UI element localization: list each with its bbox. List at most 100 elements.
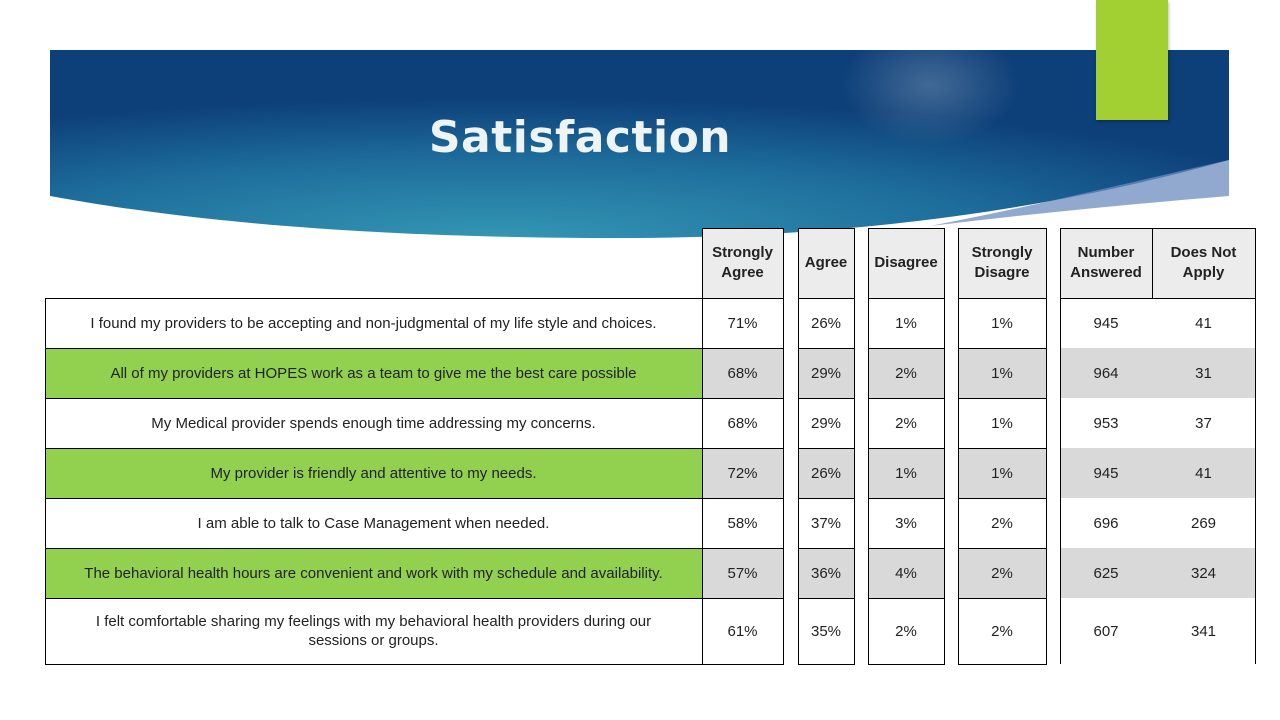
question-cell: The behavioral health hours are convenie… (84, 564, 663, 582)
table-gridline (854, 228, 855, 664)
table-gridline (1046, 228, 1047, 664)
table-gridline (798, 598, 855, 599)
does-not-apply-value: 324 (1190, 564, 1217, 582)
strongly-disagree-value: 2% (991, 564, 1013, 582)
agree-value: 35% (810, 622, 842, 640)
table-gridline (868, 548, 945, 549)
table-gridline (702, 598, 784, 599)
agree-value: 29% (810, 414, 842, 432)
table-gridline (868, 298, 945, 299)
table-gridline (958, 298, 1047, 299)
does-not-apply-value: 31 (1195, 364, 1212, 382)
table-gridline (783, 228, 784, 664)
disagree-value: 2% (895, 622, 917, 640)
number-answered-value: 607 (1093, 622, 1119, 640)
cell-shade (958, 348, 1046, 398)
does-not-apply-value: 341 (1190, 622, 1217, 640)
number-answered-value: 945 (1093, 314, 1119, 332)
table-gridline (798, 398, 855, 399)
cell-shade (1060, 548, 1255, 598)
table-gridline (868, 228, 869, 664)
disagree-value: 1% (895, 314, 917, 332)
table-gridline (868, 228, 945, 229)
strongly-agree-value: 58% (727, 514, 758, 532)
page-title: Satisfaction (428, 112, 732, 163)
table-gridline (45, 664, 703, 665)
question-cell: My Medical provider spends enough time a… (151, 414, 596, 432)
table-gridline (958, 548, 1047, 549)
strongly-disagree-value: 1% (991, 464, 1013, 482)
table-gridline (45, 498, 703, 499)
table-gridline (45, 448, 703, 449)
column-header-strongly-agree: Strongly Agree (702, 228, 783, 298)
table-gridline (702, 348, 784, 349)
cell-shade (702, 548, 783, 598)
table-gridline (1255, 228, 1256, 664)
cell-shade (798, 348, 854, 398)
number-answered-value: 964 (1093, 364, 1119, 382)
accent-block (1096, 0, 1168, 120)
row-highlight (45, 448, 702, 498)
strongly-agree-value: 71% (727, 314, 758, 332)
number-answered-value: 953 (1093, 414, 1119, 432)
table-gridline (868, 398, 945, 399)
table-gridline (958, 498, 1047, 499)
strongly-disagree-value: 2% (991, 622, 1013, 640)
column-header-agree: Agree (798, 228, 854, 298)
cell-shade (1060, 448, 1255, 498)
cell-shade (798, 448, 854, 498)
strongly-disagree-value: 1% (991, 364, 1013, 382)
cell-shade (702, 448, 783, 498)
strongly-disagree-value: 1% (991, 314, 1013, 332)
table-gridline (958, 228, 1047, 229)
table-gridline (958, 448, 1047, 449)
does-not-apply-value: 37 (1195, 414, 1212, 432)
cell-shade (868, 548, 944, 598)
agree-value: 29% (810, 364, 842, 382)
strongly-agree-value: 61% (727, 622, 758, 640)
question-cell: I felt comfortable sharing my feelings w… (95, 613, 652, 649)
number-answered-value: 696 (1093, 514, 1119, 532)
row-highlight (45, 348, 702, 398)
table-gridline (958, 348, 1047, 349)
table-gridline (798, 448, 855, 449)
row-highlight (45, 548, 702, 598)
table-gridline (958, 598, 1047, 599)
table-gridline (702, 298, 784, 299)
agree-value: 26% (810, 464, 842, 482)
cell-shade (868, 348, 944, 398)
table-gridline (798, 548, 855, 549)
cell-shade (958, 548, 1046, 598)
table-gridline (958, 228, 959, 664)
title-banner (50, 25, 1229, 238)
cell-shade (798, 548, 854, 598)
table-gridline (45, 348, 703, 349)
number-answered-value: 625 (1093, 564, 1119, 582)
table-gridline (798, 498, 855, 499)
strongly-disagree-value: 2% (991, 514, 1013, 532)
cell-shade (958, 448, 1046, 498)
agree-value: 37% (810, 514, 842, 532)
does-not-apply-value: 41 (1195, 314, 1212, 332)
table-gridline (1060, 228, 1061, 664)
table-gridline (868, 498, 945, 499)
table-gridline (702, 548, 784, 549)
agree-value: 26% (810, 314, 842, 332)
table-gridline (868, 664, 945, 665)
strongly-agree-value: 68% (727, 364, 758, 382)
table-gridline (868, 348, 945, 349)
table-gridline (702, 228, 784, 229)
column-header-does-not-apply: Does Not Apply (1152, 228, 1255, 298)
table-gridline (868, 598, 945, 599)
column-header-strongly-disagree: Strongly Disagre (958, 228, 1046, 298)
table-gridline (45, 298, 46, 664)
disagree-value: 1% (895, 464, 917, 482)
table-gridline (1152, 228, 1153, 298)
does-not-apply-value: 269 (1190, 514, 1217, 532)
table-gridline (45, 548, 703, 549)
table-gridline (944, 228, 945, 664)
table-gridline (702, 448, 784, 449)
table-gridline (702, 664, 784, 665)
question-cell: I am able to talk to Case Management whe… (197, 514, 550, 532)
table-gridline (798, 348, 855, 349)
